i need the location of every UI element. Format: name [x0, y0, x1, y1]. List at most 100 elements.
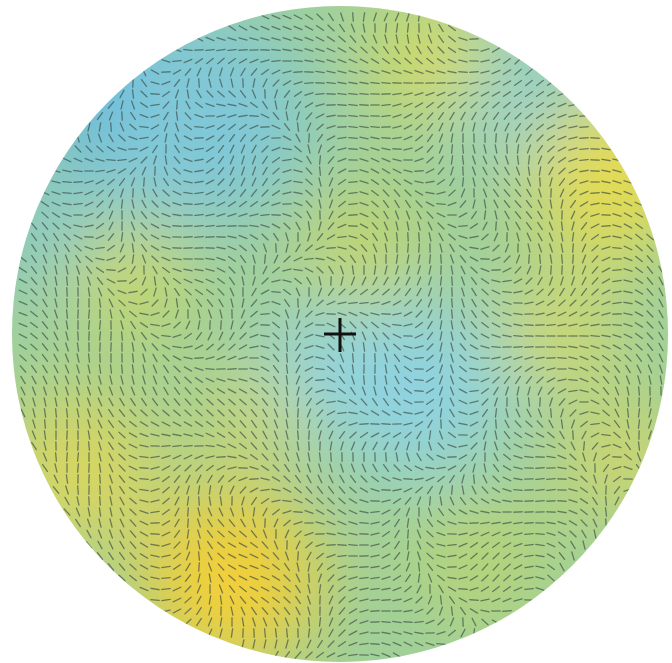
segment: [252, 78, 256, 88]
segment: [438, 155, 444, 165]
segment: [392, 69, 402, 75]
segment: [458, 553, 468, 559]
segment: [304, 36, 314, 42]
segment: [381, 542, 391, 548]
segment: [172, 444, 182, 448]
segment: [252, 254, 256, 264]
segment: [295, 463, 301, 473]
segment: [568, 476, 578, 482]
segment: [426, 518, 434, 528]
segment: [326, 125, 336, 129]
segment: [362, 23, 366, 33]
segment: [271, 156, 281, 164]
segment: [250, 299, 258, 307]
segment: [217, 288, 225, 296]
segment: [535, 477, 545, 481]
segment: [98, 452, 102, 462]
segment: [535, 488, 545, 492]
segment: [459, 354, 467, 362]
segment: [229, 595, 235, 605]
fixation-cross: [324, 318, 356, 352]
segment: [514, 211, 522, 219]
segment: [296, 441, 300, 451]
segment: [161, 212, 171, 218]
segment: [524, 444, 534, 448]
segment: [352, 12, 354, 22]
segment: [546, 91, 556, 97]
segment: [436, 91, 446, 97]
segment: [415, 310, 423, 318]
segment: [623, 245, 633, 251]
segment: [612, 279, 622, 283]
segment: [260, 289, 270, 295]
segment: [612, 323, 622, 327]
segment: [216, 103, 226, 107]
segment: [458, 244, 468, 252]
segment: [194, 125, 204, 129]
segment: [175, 309, 179, 319]
segment: [139, 553, 149, 559]
segment: [472, 177, 476, 187]
segment: [458, 422, 468, 426]
segment: [216, 256, 226, 262]
segment: [131, 89, 135, 99]
segment: [87, 419, 91, 429]
segment: [439, 408, 443, 418]
segment: [183, 444, 193, 448]
segment: [537, 199, 543, 209]
segment: [601, 354, 611, 362]
segment: [469, 223, 479, 229]
segment: [459, 464, 467, 472]
segment: [139, 421, 149, 427]
segment: [131, 364, 135, 374]
segment: [492, 563, 500, 571]
segment: [482, 166, 488, 176]
segment: [393, 563, 401, 571]
segment: [405, 199, 411, 209]
segment: [601, 344, 611, 350]
segment: [370, 543, 380, 547]
segment: [238, 25, 248, 31]
segment: [217, 167, 225, 175]
segment: [326, 256, 336, 262]
segment: [450, 342, 454, 352]
segment: [646, 343, 654, 351]
segment: [249, 553, 259, 559]
segment: [637, 375, 641, 385]
segment: [163, 375, 169, 385]
segment: [295, 133, 301, 143]
segment: [480, 267, 490, 273]
segment: [186, 540, 190, 550]
segment: [579, 411, 589, 415]
segment: [296, 397, 300, 407]
segment: [591, 288, 599, 296]
segment: [262, 529, 268, 539]
segment: [403, 487, 413, 493]
segment: [128, 432, 138, 438]
segment: [128, 476, 138, 482]
segment: [480, 586, 490, 592]
segment: [602, 387, 610, 395]
segment: [436, 520, 446, 526]
segment: [393, 343, 401, 351]
segment: [273, 430, 279, 440]
segment: [174, 518, 180, 528]
segment: [426, 409, 434, 417]
segment: [646, 233, 654, 241]
segment: [514, 112, 522, 120]
segment: [318, 617, 322, 627]
segment: [282, 279, 292, 283]
segment: [581, 463, 587, 473]
segment: [593, 529, 597, 539]
segment: [295, 606, 301, 616]
segment: [296, 617, 300, 627]
segment: [216, 465, 226, 471]
segment: [601, 278, 611, 284]
segment: [139, 136, 149, 140]
segment: [249, 541, 259, 549]
segment: [469, 71, 479, 73]
segment: [568, 356, 578, 360]
segment: [315, 345, 325, 349]
segment: [472, 199, 476, 209]
segment: [227, 24, 237, 32]
